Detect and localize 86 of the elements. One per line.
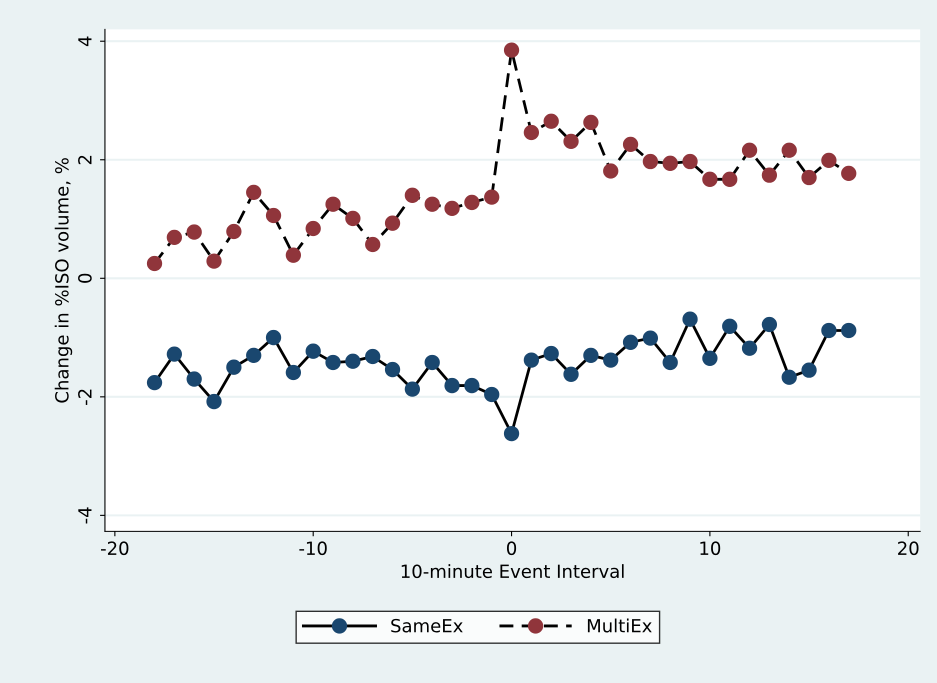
point [325,196,341,212]
point [524,352,540,368]
point [504,42,520,58]
point [544,346,559,362]
point [345,210,361,226]
x-axis-title: 10-minute Event Interval [402,564,624,578]
point [722,172,738,187]
point [782,370,797,385]
point [782,142,797,158]
point [484,386,500,402]
y-tick-label: 4 [78,36,92,46]
y-tick-label: -2 [78,390,92,405]
point [226,360,242,375]
point [365,236,380,252]
point [642,330,658,346]
point [246,184,262,200]
point [702,172,718,187]
point [186,371,202,387]
point [146,374,162,390]
point [702,350,718,366]
point [821,322,837,338]
point [504,426,520,442]
point [345,354,361,369]
point [841,322,856,338]
point [484,189,500,205]
point [563,366,579,382]
point [226,224,242,240]
point [166,346,182,362]
point [662,156,678,171]
legend-label: MultiEx [588,618,652,633]
y-tick-label: 2 [78,156,92,164]
point [286,364,302,380]
point [266,330,282,346]
x-tick-label: 10 [700,541,720,556]
point [325,354,341,370]
point [266,208,282,224]
point [206,253,222,269]
point [722,318,738,334]
y-tick-label: -4 [78,507,92,524]
point [762,168,778,183]
point [642,154,658,170]
point [464,194,480,210]
point [583,348,599,363]
x-tick-label: 20 [898,541,919,556]
point [384,362,400,378]
point [742,142,758,158]
point [563,134,579,150]
point [306,344,321,359]
point [186,224,202,240]
point [464,378,480,394]
point [146,256,162,272]
point [246,348,262,363]
point [444,200,460,216]
point [286,248,302,263]
y-axis-title: Change in %ISO volume, % [54,158,72,403]
point [682,312,698,327]
point [424,354,440,370]
point [424,196,440,212]
point [583,114,599,130]
point [166,230,182,246]
point [384,216,400,231]
y-tick-label: 0 [78,274,92,283]
point [603,352,618,368]
x-tick-label: -20 [101,541,128,556]
point [821,152,837,168]
point [365,348,380,364]
point [404,188,420,203]
point [662,354,678,370]
x-tick-label: 0 [506,541,516,556]
x-tick-label: -10 [299,541,327,556]
point [801,362,817,378]
point [206,394,222,410]
point [404,381,420,397]
point [762,316,778,332]
point [603,163,618,179]
point [306,220,321,236]
point [801,170,817,186]
point [544,114,559,129]
point [841,166,856,182]
point [682,154,698,170]
point [742,340,758,356]
point [622,136,638,152]
legend-label: SameEx [391,618,463,633]
point [622,334,638,350]
point [524,124,540,140]
point [444,378,460,394]
